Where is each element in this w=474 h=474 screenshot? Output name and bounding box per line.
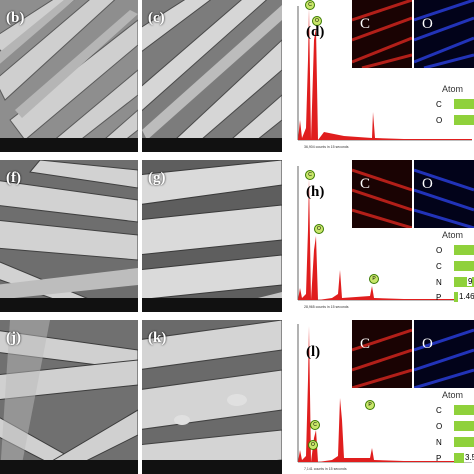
atomic-percent-value: 9 (467, 277, 473, 286)
fiber-texture (0, 320, 138, 474)
map-label: O (422, 336, 433, 352)
peak-marker-c: C (310, 420, 320, 430)
fiber-texture (0, 0, 138, 152)
sem-image-g: (g) (142, 160, 282, 312)
peak-marker-p: P (369, 274, 379, 284)
peak-marker-c: C (305, 170, 315, 180)
atomic-percent-bar (454, 261, 474, 271)
element-symbol: C (436, 262, 442, 271)
atomic-percent-title: Atom (442, 390, 464, 400)
sem-image-b: (b) (0, 0, 138, 152)
atomic-percent-bar (454, 292, 458, 302)
panel-label: (j) (6, 330, 21, 346)
peak-marker-o: O (312, 16, 322, 26)
edx-panel-l: C O P (l) C O Atom C O N P 3.5 7,141 cou… (284, 320, 474, 474)
atomic-percent-bar (454, 99, 474, 109)
element-symbol: O (436, 246, 443, 255)
atomic-percent-bar (454, 405, 474, 415)
element-symbol: P (436, 454, 442, 463)
panel-label: (c) (148, 10, 165, 26)
panel-label: (f) (6, 170, 21, 186)
element-symbol: C (436, 100, 442, 109)
sem-image-f: (f) (0, 160, 138, 312)
elemental-map-c: C (352, 320, 412, 388)
fiber-texture (142, 160, 282, 312)
panel-label: (d) (306, 24, 325, 40)
atomic-percent-bar (454, 421, 474, 431)
elemental-map-o: O (414, 160, 474, 228)
fiber-texture (0, 160, 138, 312)
sem-image-k: (k) (142, 320, 282, 474)
map-label: C (360, 176, 371, 192)
edx-spectrum (297, 166, 472, 301)
elemental-map-c: C (352, 0, 412, 68)
atomic-percent-bar (454, 277, 474, 287)
element-symbol: N (436, 278, 442, 287)
atomic-percent-bar (454, 453, 464, 463)
panel-label: (h) (306, 184, 325, 200)
element-symbol: C (436, 406, 442, 415)
atomic-percent-bar (454, 115, 474, 125)
fiber-texture (142, 0, 282, 152)
element-symbol: P (436, 293, 442, 302)
atomic-percent-title: Atom (442, 84, 464, 94)
atomic-percent-title: Atom (442, 230, 464, 240)
edx-spectrum (297, 6, 472, 141)
elemental-map-o: O (414, 0, 474, 68)
atomic-percent-bar (454, 437, 474, 447)
sem-info-bar (0, 138, 138, 152)
panel-label: (b) (6, 10, 25, 26)
counts-note: 7,141 counts in 15 seconds (304, 467, 347, 471)
element-symbol: O (436, 116, 443, 125)
atomic-percent-value: 1.46 (458, 292, 474, 301)
element-symbol: N (436, 438, 442, 447)
map-label: C (360, 336, 371, 352)
peak-marker-o: O (308, 440, 318, 450)
map-label: O (422, 176, 433, 192)
elemental-map-c: C (352, 160, 412, 228)
panel-label: (l) (306, 344, 321, 360)
atomic-percent-value: 3.5 (464, 453, 474, 462)
sem-info-bar (142, 460, 282, 474)
sem-image-c: (c) (142, 0, 282, 152)
elemental-map-o: O (414, 320, 474, 388)
peak-marker-c: C (305, 0, 315, 10)
edx-spectrum (297, 324, 472, 463)
map-label: O (422, 16, 433, 32)
sem-info-bar (0, 460, 138, 474)
map-label: C (360, 16, 371, 32)
peak-marker-p: P (365, 400, 375, 410)
counts-note: 28,965 counts in 15 seconds (304, 305, 349, 309)
element-symbol: O (436, 422, 443, 431)
edx-panel-d: C O (d) C O Atom C O 36,904 counts in 15… (284, 0, 474, 152)
panel-label: (k) (148, 330, 167, 346)
sem-info-bar (0, 298, 138, 312)
panel-label: (g) (148, 170, 166, 186)
sem-info-bar (142, 138, 282, 152)
sem-info-bar (142, 298, 282, 312)
edx-panel-h: C O P (h) C O Atom O C N 9 P 1.46 28,965… (284, 160, 474, 312)
atomic-percent-bar (454, 245, 474, 255)
peak-marker-o: O (314, 224, 324, 234)
counts-note: 36,904 counts in 15 seconds (304, 145, 349, 149)
sem-image-j: (j) (0, 320, 138, 474)
